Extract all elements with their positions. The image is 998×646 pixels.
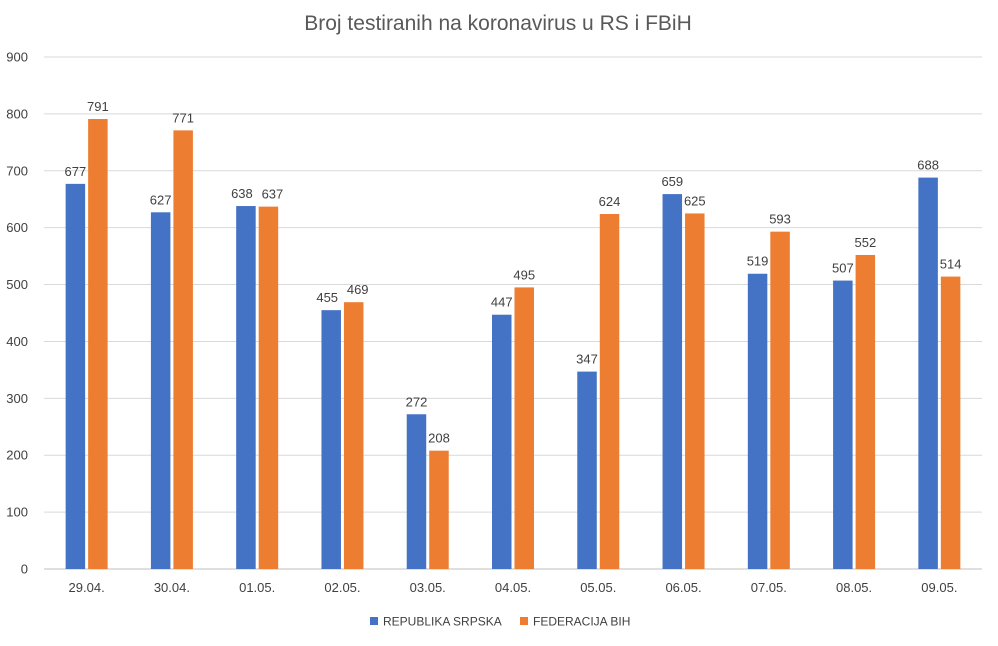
data-label: 659 [661,174,683,189]
data-label: 791 [87,99,109,114]
data-label: 495 [513,267,535,282]
x-tick-label: 30.04. [154,580,190,595]
y-tick-label: 300 [6,391,28,406]
x-tick-label: 03.05. [410,580,446,595]
x-tick-label: 04.05. [495,580,531,595]
x-tick-label: 09.05. [921,580,957,595]
data-label: 514 [940,257,962,272]
x-tick-label: 01.05. [239,580,275,595]
bar-republika-srpska [150,212,171,569]
data-label: 625 [684,193,706,208]
y-tick-label: 700 [6,163,28,178]
bar-republika-srpska [918,177,938,570]
data-label: 771 [172,110,194,125]
bar-federacija-bih [514,287,534,569]
x-tick-label: 07.05. [751,580,787,595]
x-tick-label: 08.05. [836,580,872,595]
bar-republika-srpska [747,273,768,569]
legend: REPUBLIKA SRPSKA FEDERACIJA BIH [370,615,630,629]
x-tick-label: 06.05. [665,580,701,595]
data-label: 347 [576,352,598,367]
y-tick-label: 500 [6,277,28,292]
legend-label: REPUBLIKA SRPSKA [383,615,502,629]
legend-swatch [520,617,528,625]
bar-republika-srpska [321,310,341,569]
bars [65,119,961,570]
data-label: 688 [917,158,939,173]
bar-federacija-bih [855,254,876,569]
y-tick-label: 100 [6,505,28,520]
bar-federacija-bih [173,130,193,570]
legend-label: FEDERACIJA BIH [533,615,630,629]
data-label: 447 [491,295,513,310]
legend-swatch [370,617,378,625]
data-label: 455 [316,290,338,305]
data-label: 677 [65,164,87,179]
x-axis-ticks: 29.04. 30.04. 01.05. 02.05. 03.05. 04.05. 05.0… [69,580,958,595]
data-label: 624 [599,194,621,209]
bar-republika-srpska [833,280,853,569]
data-label: 519 [747,254,769,269]
x-tick-label: 29.04. [69,580,105,595]
gridlines [44,56,982,570]
data-label: 627 [150,192,172,207]
bar-republika-srpska [492,314,512,569]
bar-republika-srpska [65,183,86,569]
data-label: 637 [262,187,284,202]
y-axis-ticks: 0 100 200 300 400 500 600 700 800 900 [6,50,28,577]
data-label: 638 [231,186,253,201]
bar-federacija-bih [685,213,705,569]
bar-republika-srpska [406,414,427,569]
chart-title: Broj testiranih na koronavirus u RS i FB… [304,12,692,35]
y-tick-label: 900 [6,50,28,65]
data-label: 507 [832,261,854,276]
bar-federacija-bih [258,206,279,569]
y-tick-label: 200 [6,448,28,463]
data-label: 208 [428,431,450,446]
x-tick-label: 02.05. [324,580,360,595]
bar-federacija-bih [88,119,108,570]
bar-republika-srpska [577,371,597,569]
x-tick-label: 05.05. [580,580,616,595]
bar-federacija-bih [599,214,620,569]
y-tick-label: 800 [6,106,28,121]
data-label: 552 [854,235,876,250]
bar-republika-srpska [236,206,256,569]
bar-republika-srpska [662,194,683,569]
bar-federacija-bih [940,276,961,569]
bar-federacija-bih [770,231,790,569]
bar-federacija-bih [343,302,364,569]
data-label: 469 [347,282,369,297]
y-tick-label: 600 [6,220,28,235]
y-tick-label: 400 [6,334,28,349]
bar-federacija-bih [429,450,449,569]
data-label: 593 [769,212,791,227]
data-label: 272 [406,394,428,409]
y-tick-label: 0 [21,562,28,577]
